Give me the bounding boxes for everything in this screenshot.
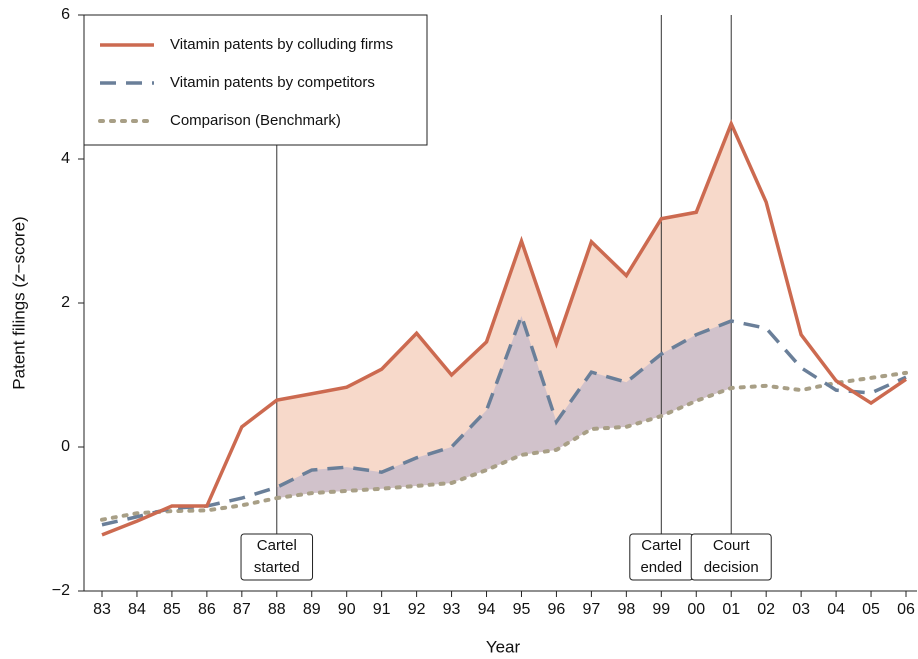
x-axis-label: Year bbox=[486, 637, 521, 656]
x-tick-label: 87 bbox=[233, 601, 251, 618]
x-tick-label: 98 bbox=[617, 601, 635, 618]
x-tick-label: 91 bbox=[373, 601, 391, 618]
y-tick-label: 4 bbox=[61, 150, 70, 167]
y-tick-label: 6 bbox=[61, 6, 70, 23]
x-tick-label: 04 bbox=[827, 601, 845, 618]
legend-label: Vitamin patents by competitors bbox=[170, 74, 375, 91]
x-tick-label: 93 bbox=[443, 601, 461, 618]
series-line bbox=[101, 119, 907, 537]
annotation-text: started bbox=[254, 559, 300, 576]
x-tick-label: 88 bbox=[268, 601, 286, 618]
x-tick-label: 84 bbox=[128, 601, 146, 618]
x-tick-label: 02 bbox=[757, 601, 775, 618]
annotation-text: Court bbox=[713, 537, 751, 554]
x-tick-label: 86 bbox=[198, 601, 216, 618]
annotation-text: Cartel bbox=[257, 537, 297, 554]
series-line bbox=[101, 310, 907, 527]
annotation-box bbox=[240, 533, 314, 581]
x-tick-label: 01 bbox=[722, 601, 740, 618]
shaded-area bbox=[276, 315, 732, 499]
x-tick-label: 97 bbox=[582, 601, 600, 618]
x-tick-label: 03 bbox=[792, 601, 810, 618]
annotation-text: ended bbox=[640, 559, 682, 576]
x-tick-label: 94 bbox=[478, 601, 496, 618]
y-tick-label: 2 bbox=[61, 294, 70, 311]
y-axis-label: Patent filings (z−score) bbox=[9, 216, 28, 389]
x-tick-label: 99 bbox=[652, 601, 670, 618]
x-tick-label: 92 bbox=[408, 601, 426, 618]
x-tick-label: 89 bbox=[303, 601, 321, 618]
x-tick-label: 95 bbox=[513, 601, 531, 618]
x-tick-label: 06 bbox=[897, 601, 915, 618]
y-tick-label: −2 bbox=[52, 582, 70, 599]
x-tick-label: 83 bbox=[93, 601, 111, 618]
x-tick-label: 05 bbox=[862, 601, 880, 618]
annotation-text: Cartel bbox=[641, 537, 681, 554]
x-tick-label: 96 bbox=[548, 601, 566, 618]
legend-label: Comparison (Benchmark) bbox=[170, 112, 341, 129]
annotation-box bbox=[690, 533, 772, 581]
legend bbox=[83, 14, 428, 146]
x-tick-label: 85 bbox=[163, 601, 181, 618]
series-line bbox=[100, 370, 908, 522]
x-tick-label: 90 bbox=[338, 601, 356, 618]
y-tick-label: 0 bbox=[61, 438, 70, 455]
legend-label: Vitamin patents by colluding firms bbox=[170, 36, 393, 53]
x-tick-label: 00 bbox=[687, 601, 705, 618]
annotation-text: decision bbox=[704, 559, 759, 576]
